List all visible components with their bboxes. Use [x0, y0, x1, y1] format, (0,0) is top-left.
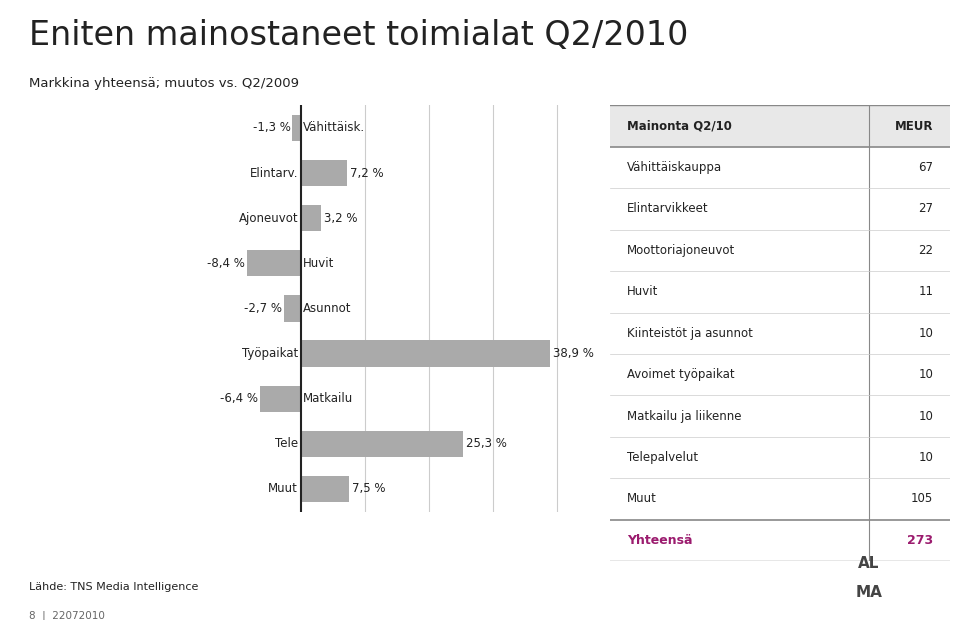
Text: Elintarv.: Elintarv. — [250, 167, 299, 180]
Text: Ajoneuvot: Ajoneuvot — [239, 211, 299, 224]
Text: Asunnot: Asunnot — [303, 302, 352, 315]
Text: 67: 67 — [919, 161, 933, 174]
Text: 11: 11 — [919, 285, 933, 298]
Text: 38,9 %: 38,9 % — [553, 347, 594, 360]
Text: Kiinteistöt ja asunnot: Kiinteistöt ja asunnot — [627, 327, 753, 340]
Text: 10: 10 — [919, 327, 933, 340]
Text: -1,3 %: -1,3 % — [252, 122, 291, 135]
Text: 27: 27 — [919, 203, 933, 216]
Text: Eniten mainostaneet toimialat Q2/2010: Eniten mainostaneet toimialat Q2/2010 — [29, 19, 688, 51]
Text: Telepalvelut: Telepalvelut — [627, 451, 698, 464]
Text: Matkailu: Matkailu — [303, 392, 353, 405]
Bar — [300, 340, 550, 366]
Text: AL: AL — [858, 557, 879, 572]
Text: Markkina yhteensä; muutos vs. Q2/2009: Markkina yhteensä; muutos vs. Q2/2009 — [29, 78, 299, 91]
Text: Yhteensä: Yhteensä — [627, 534, 692, 547]
Bar — [293, 115, 300, 141]
Bar — [283, 295, 300, 322]
Text: Muut: Muut — [627, 492, 657, 505]
Text: Muut: Muut — [269, 482, 299, 495]
Text: -2,7 %: -2,7 % — [244, 302, 281, 315]
Text: -8,4 %: -8,4 % — [207, 257, 245, 270]
Text: 3,2 %: 3,2 % — [324, 211, 358, 224]
Text: 22: 22 — [919, 244, 933, 257]
FancyBboxPatch shape — [610, 105, 950, 147]
Text: Vähittäisk.: Vähittäisk. — [303, 122, 366, 135]
Bar — [300, 205, 322, 231]
Text: Huvit: Huvit — [303, 257, 335, 270]
Bar — [260, 386, 300, 412]
Text: 7,2 %: 7,2 % — [350, 167, 384, 180]
Text: Tele: Tele — [276, 437, 299, 450]
Text: Työpaikat: Työpaikat — [242, 347, 299, 360]
Text: Elintarvikkeet: Elintarvikkeet — [627, 203, 708, 216]
Text: Moottoriajoneuvot: Moottoriajoneuvot — [627, 244, 735, 257]
Text: 105: 105 — [911, 492, 933, 505]
Text: -6,4 %: -6,4 % — [220, 392, 258, 405]
Text: 25,3 %: 25,3 % — [466, 437, 507, 450]
Text: Yhteensä +4,5%: Yhteensä +4,5% — [326, 531, 480, 549]
Text: 7,5 %: 7,5 % — [352, 482, 386, 495]
Text: 10: 10 — [919, 368, 933, 381]
Text: 273: 273 — [907, 534, 933, 547]
Bar — [300, 160, 347, 186]
Text: Matkailu ja liikenne: Matkailu ja liikenne — [627, 410, 741, 423]
Text: 10: 10 — [919, 410, 933, 423]
Text: 10: 10 — [919, 451, 933, 464]
Bar — [300, 431, 463, 457]
Bar — [300, 476, 348, 502]
Text: MA: MA — [855, 585, 882, 600]
Bar — [247, 250, 300, 277]
Text: Huvit: Huvit — [627, 285, 658, 298]
Text: Vähittäiskauppa: Vähittäiskauppa — [627, 161, 722, 174]
Text: MEUR: MEUR — [895, 120, 933, 133]
Text: Avoimet työpaikat: Avoimet työpaikat — [627, 368, 734, 381]
Text: 8  |  22072010: 8 | 22072010 — [29, 611, 105, 620]
Text: Lähde: TNS Media Intelligence: Lähde: TNS Media Intelligence — [29, 582, 198, 591]
Text: Mainonta Q2/10: Mainonta Q2/10 — [627, 120, 732, 133]
